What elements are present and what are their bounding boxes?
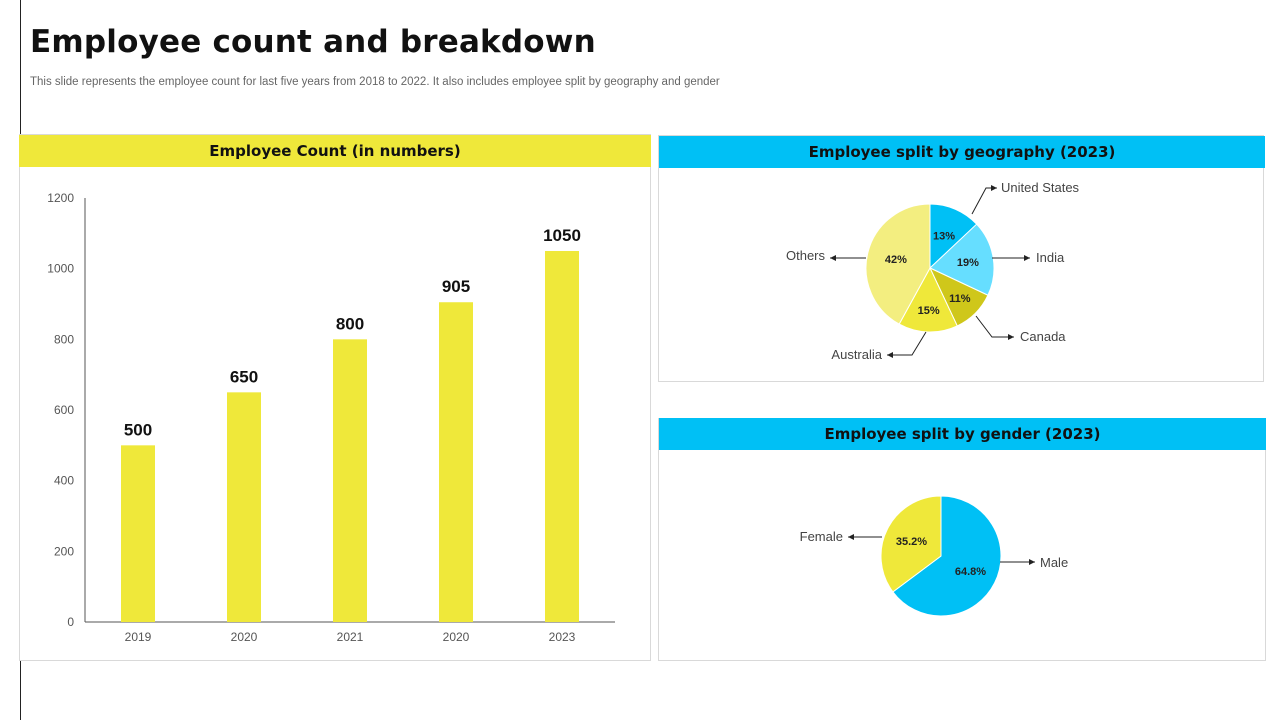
leader-arrow xyxy=(1024,255,1030,261)
pie-slice xyxy=(892,495,1002,617)
pie-percent-label: 11% xyxy=(949,293,971,305)
leader-arrow xyxy=(830,255,836,261)
gender-pie-chart: 64.8% Male 35.2% Female xyxy=(800,495,1068,617)
x-tick-label: 2021 xyxy=(337,630,364,644)
x-tick-label: 2019 xyxy=(125,630,152,644)
y-tick-label: 400 xyxy=(54,474,74,488)
pie-percent-label: 35.2% xyxy=(896,536,927,548)
leader-arrow xyxy=(1029,559,1035,565)
leader-arrow xyxy=(848,534,854,540)
geography-header: Employee split by geography (2023) xyxy=(659,136,1265,168)
bar-value-label: 500 xyxy=(124,420,152,439)
bar xyxy=(439,302,473,622)
page-subtitle: This slide represents the employee count… xyxy=(30,76,720,88)
pie-category-label: Male xyxy=(1040,555,1068,570)
leader-arrow xyxy=(991,185,997,191)
y-tick-label: 1000 xyxy=(47,262,74,276)
x-tick-label: 2023 xyxy=(549,630,576,644)
pie-percent-label: 15% xyxy=(918,305,940,317)
pie-percent-label: 13% xyxy=(933,231,955,243)
pie-percent-label: 64.8% xyxy=(955,566,986,578)
x-tick-label: 2020 xyxy=(443,630,470,644)
leader-arrow xyxy=(887,352,893,358)
bar xyxy=(227,392,261,622)
leader-arrow xyxy=(1008,334,1014,340)
bar xyxy=(121,445,155,622)
pie-slice xyxy=(898,266,958,333)
employee-count-bar-chart: 0 200 400 600 800 1000 1200 500 2019 650 2020 800 20… xyxy=(47,191,615,644)
pie-category-label: Australia xyxy=(831,347,882,362)
leader-line xyxy=(971,187,997,215)
pie-category-label: United States xyxy=(1001,180,1080,195)
pie-category-label: India xyxy=(1036,250,1065,265)
pie-percent-label: 42% xyxy=(885,254,907,266)
bar xyxy=(333,339,367,622)
bar-value-label: 800 xyxy=(336,314,364,333)
leader-line xyxy=(887,331,927,356)
x-tick-label: 2020 xyxy=(231,630,258,644)
bar-value-label: 1050 xyxy=(543,226,581,245)
pie-slice xyxy=(880,495,942,593)
pie-percent-label: 19% xyxy=(957,257,979,269)
geography-pie-chart: 13% United States 19% India 11% Canada 15% Aust… xyxy=(786,180,1080,362)
y-tick-label: 200 xyxy=(54,544,74,558)
leader-line xyxy=(975,315,1014,338)
bar-value-label: 650 xyxy=(230,367,258,386)
gender-header: Employee split by gender (2023) xyxy=(659,418,1266,450)
y-tick-label: 600 xyxy=(54,403,74,417)
y-tick-label: 800 xyxy=(54,332,74,346)
pie-slice xyxy=(865,203,931,325)
employee-count-header: Employee Count (in numbers) xyxy=(19,135,651,167)
pie-category-label: Female xyxy=(800,529,843,544)
y-tick-label: 1200 xyxy=(47,191,74,205)
pie-category-label: Canada xyxy=(1020,329,1066,344)
bar-value-label: 905 xyxy=(442,277,470,296)
bar xyxy=(545,251,579,622)
y-tick-label: 0 xyxy=(67,615,74,629)
pie-category-label: Others xyxy=(786,248,826,263)
page-title: Employee count and breakdown xyxy=(30,24,596,60)
